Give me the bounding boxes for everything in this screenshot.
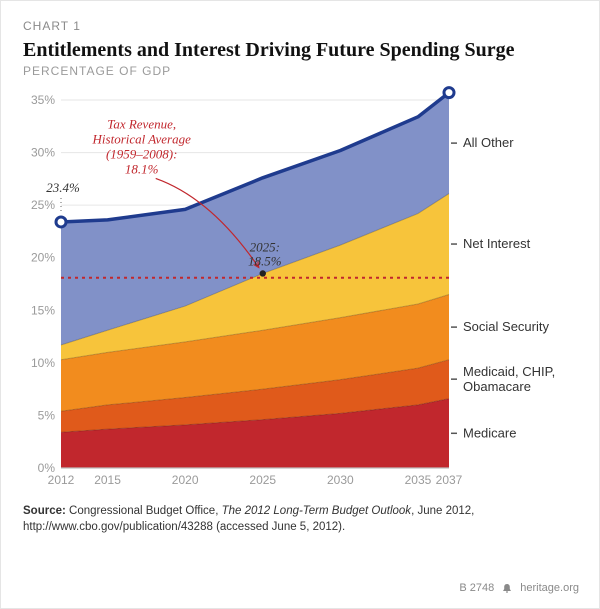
- x-tick-label: 2030: [327, 473, 354, 487]
- y-tick-label: 15%: [31, 303, 55, 317]
- x-tick-label: 2025: [249, 473, 276, 487]
- series-label-social_security: Social Security: [463, 319, 549, 334]
- tax-revenue-label: 18.1%: [125, 161, 159, 176]
- tax-revenue-label: Tax Revenue,: [107, 116, 176, 131]
- x-tick-label: 2035: [405, 473, 432, 487]
- start-callout: 23.4%: [46, 180, 80, 195]
- chart-card: CHART 1 Entitlements and Interest Drivin…: [0, 0, 600, 609]
- y-tick-label: 10%: [31, 356, 55, 370]
- series-label-medicaid: Medicaid, CHIP,: [463, 364, 555, 379]
- tax-revenue-label: Historical Average: [92, 131, 192, 146]
- source-italic: The 2012 Long-Term Budget Outlook: [222, 505, 411, 517]
- chart-svg: 0%5%10%15%20%25%30%35%201220152020202520…: [23, 82, 579, 492]
- chart-plot: 0%5%10%15%20%25%30%35%201220152020202520…: [23, 82, 579, 492]
- footer-code: B 2748: [459, 582, 494, 594]
- x-tick-label: 2020: [172, 473, 199, 487]
- chart-number: CHART 1: [23, 19, 579, 33]
- footer: B 2748 heritage.org: [459, 582, 579, 594]
- callout-2025-line1: 2025:: [250, 239, 280, 254]
- x-tick-label: 2015: [94, 473, 121, 487]
- callout-dot-2025: [260, 270, 266, 276]
- end-callout: 35.7%: [412, 82, 447, 84]
- x-tick-label: 2037: [436, 473, 463, 487]
- series-label-net_interest: Net Interest: [463, 236, 531, 251]
- source-body: Congressional Budget Office,: [66, 505, 222, 517]
- source-prefix: Source:: [23, 505, 66, 517]
- y-tick-label: 20%: [31, 251, 55, 265]
- bell-icon: [502, 583, 512, 593]
- x-tick-label: 2012: [48, 473, 75, 487]
- y-tick-label: 30%: [31, 146, 55, 160]
- series-label-medicare: Medicare: [463, 425, 516, 440]
- endpoint-marker: [444, 88, 454, 98]
- tax-revenue-label: (1959–2008):: [106, 146, 178, 161]
- series-label-all_other: All Other: [463, 135, 514, 150]
- y-tick-label: 35%: [31, 93, 55, 107]
- endpoint-marker: [56, 217, 66, 227]
- y-tick-label: 5%: [38, 408, 56, 422]
- series-label-medicaid-2: Obamacare: [463, 379, 531, 394]
- footer-site: heritage.org: [520, 582, 579, 594]
- y-axis-label: PERCENTAGE OF GDP: [23, 64, 579, 78]
- source-line: Source: Congressional Budget Office, The…: [23, 504, 579, 535]
- y-tick-label: 25%: [31, 198, 55, 212]
- chart-title: Entitlements and Interest Driving Future…: [23, 39, 579, 62]
- callout-2025-line2: 18.5%: [248, 253, 282, 268]
